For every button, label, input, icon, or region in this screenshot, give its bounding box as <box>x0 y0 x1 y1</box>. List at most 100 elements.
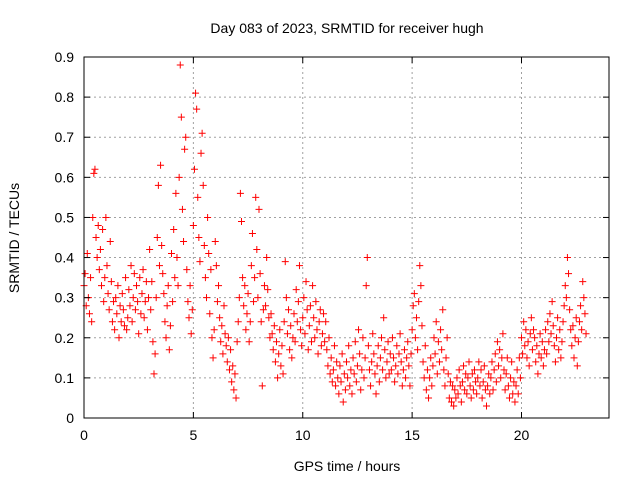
data-point <box>571 334 579 342</box>
data-point <box>480 362 488 370</box>
data-point <box>355 326 363 334</box>
data-point <box>356 350 364 358</box>
data-point <box>229 362 237 370</box>
data-point <box>290 310 298 318</box>
data-point <box>85 310 93 318</box>
data-point <box>129 294 137 302</box>
data-point <box>568 342 576 350</box>
data-point <box>392 362 400 370</box>
data-point <box>203 294 210 302</box>
data-point <box>157 161 165 169</box>
data-point <box>505 394 513 402</box>
data-point <box>444 370 452 378</box>
data-point <box>137 310 145 318</box>
data-point <box>130 270 138 278</box>
data-point <box>426 374 434 382</box>
data-point <box>107 278 115 286</box>
data-point <box>165 346 173 354</box>
data-point <box>577 302 585 310</box>
data-point <box>508 358 516 366</box>
data-point <box>581 310 589 318</box>
data-point <box>477 366 485 374</box>
data-point <box>273 338 280 346</box>
data-point <box>546 310 554 318</box>
data-point <box>467 394 475 402</box>
data-point <box>315 318 323 326</box>
data-point <box>268 330 276 338</box>
data-point <box>387 366 395 374</box>
data-point <box>488 358 496 366</box>
data-point <box>89 213 97 221</box>
data-point <box>266 334 274 342</box>
data-point <box>205 250 213 258</box>
data-point <box>532 358 540 366</box>
data-point <box>297 326 305 334</box>
data-point <box>225 366 233 374</box>
data-point <box>94 221 102 229</box>
data-point <box>164 282 172 290</box>
data-point <box>353 362 361 370</box>
data-point <box>580 294 588 302</box>
data-point <box>406 382 414 390</box>
data-point <box>105 306 113 314</box>
data-point <box>302 278 310 286</box>
data-point <box>359 334 367 342</box>
data-point <box>575 318 583 326</box>
data-point <box>187 330 195 338</box>
data-point <box>393 342 401 350</box>
data-point <box>430 334 438 342</box>
data-point <box>370 350 378 358</box>
data-point <box>312 298 320 306</box>
data-point <box>96 246 104 254</box>
data-point <box>188 306 196 314</box>
data-point <box>155 262 163 270</box>
data-point <box>175 173 183 181</box>
data-point <box>289 334 297 342</box>
data-point <box>534 370 542 378</box>
data-point <box>351 338 359 346</box>
data-point <box>557 354 565 362</box>
data-point <box>309 282 317 290</box>
data-point <box>364 342 372 350</box>
data-point <box>395 350 403 358</box>
data-point <box>196 258 204 266</box>
data-point <box>549 322 557 330</box>
data-point <box>551 358 559 366</box>
data-point <box>443 334 451 342</box>
data-point <box>248 229 256 237</box>
data-point <box>361 354 369 362</box>
data-point <box>212 262 220 270</box>
data-point <box>514 390 522 398</box>
data-point <box>579 278 587 286</box>
data-point <box>238 217 245 225</box>
data-point <box>462 370 470 378</box>
data-point <box>267 310 275 318</box>
data-point <box>209 354 217 362</box>
data-point <box>474 374 482 382</box>
data-point <box>455 366 463 374</box>
data-point <box>222 342 230 350</box>
data-point <box>111 326 119 334</box>
data-point <box>103 262 111 270</box>
data-point <box>181 145 189 153</box>
data-point <box>382 374 390 382</box>
data-point <box>146 246 154 254</box>
data-point <box>582 330 590 338</box>
data-point <box>454 390 462 398</box>
data-point <box>415 298 423 306</box>
data-point <box>270 322 278 330</box>
y-tick-label: 0.8 <box>55 89 75 105</box>
data-point <box>176 61 184 69</box>
data-point <box>555 346 563 354</box>
data-point <box>131 306 139 314</box>
y-tick-label: 0.9 <box>55 49 75 65</box>
data-point <box>282 294 290 302</box>
data-point <box>127 262 135 270</box>
data-point <box>403 354 411 362</box>
data-point <box>559 318 567 326</box>
data-point <box>114 282 122 290</box>
data-point <box>431 350 439 358</box>
data-point <box>247 262 255 270</box>
x-tick-label: 10 <box>295 427 311 443</box>
data-point <box>446 378 454 386</box>
